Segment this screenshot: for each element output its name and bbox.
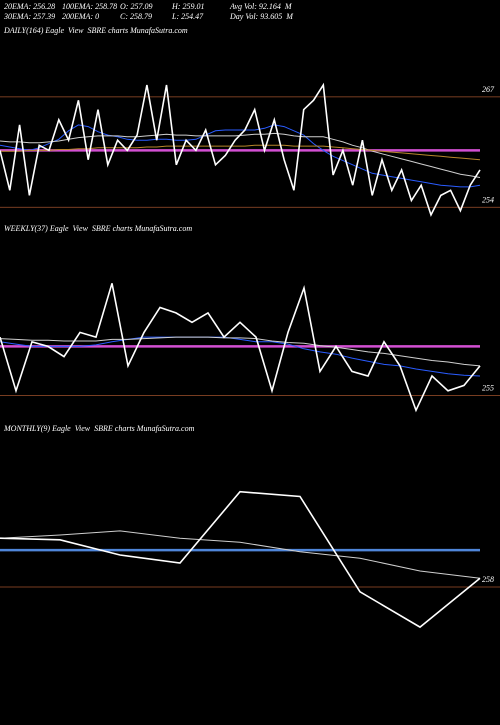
- price-line: [0, 124, 481, 188]
- y-tick-label: 267: [482, 85, 495, 94]
- header-stat: 200EMA: 0: [62, 12, 99, 21]
- y-tick-label: 254: [482, 195, 494, 204]
- y-tick-label: 255: [482, 384, 494, 393]
- price-line: [0, 336, 481, 367]
- price-line: [0, 490, 481, 629]
- price-line: [0, 144, 481, 161]
- header-stat: Day Vol: 93.605 M: [229, 12, 294, 21]
- header-stat: C: 258.79: [120, 12, 152, 21]
- y-tick-label: 258: [482, 575, 494, 584]
- price-line: [0, 82, 481, 217]
- header-stat: 30EMA: 257.39: [3, 12, 55, 21]
- panel-title: DAILY(164) Eagle View SBRE charts Munafa…: [3, 26, 188, 35]
- price-line: [0, 283, 481, 413]
- header-stat: 20EMA: 256.28: [4, 2, 55, 11]
- header-stat: Avg Vol: 92.164 M: [229, 2, 293, 11]
- header-stat: 100EMA: 258.78: [62, 2, 117, 11]
- header-stat: O: 257.09: [120, 2, 152, 11]
- panel-title: WEEKLY(37) Eagle View SBRE charts Munafa…: [4, 224, 192, 233]
- price-line: [0, 530, 481, 579]
- header-stat: H: 259.01: [171, 2, 204, 11]
- panel-title: MONTHLY(9) Eagle View SBRE charts Munafa…: [3, 424, 195, 433]
- header-stat: L: 254.47: [171, 12, 204, 21]
